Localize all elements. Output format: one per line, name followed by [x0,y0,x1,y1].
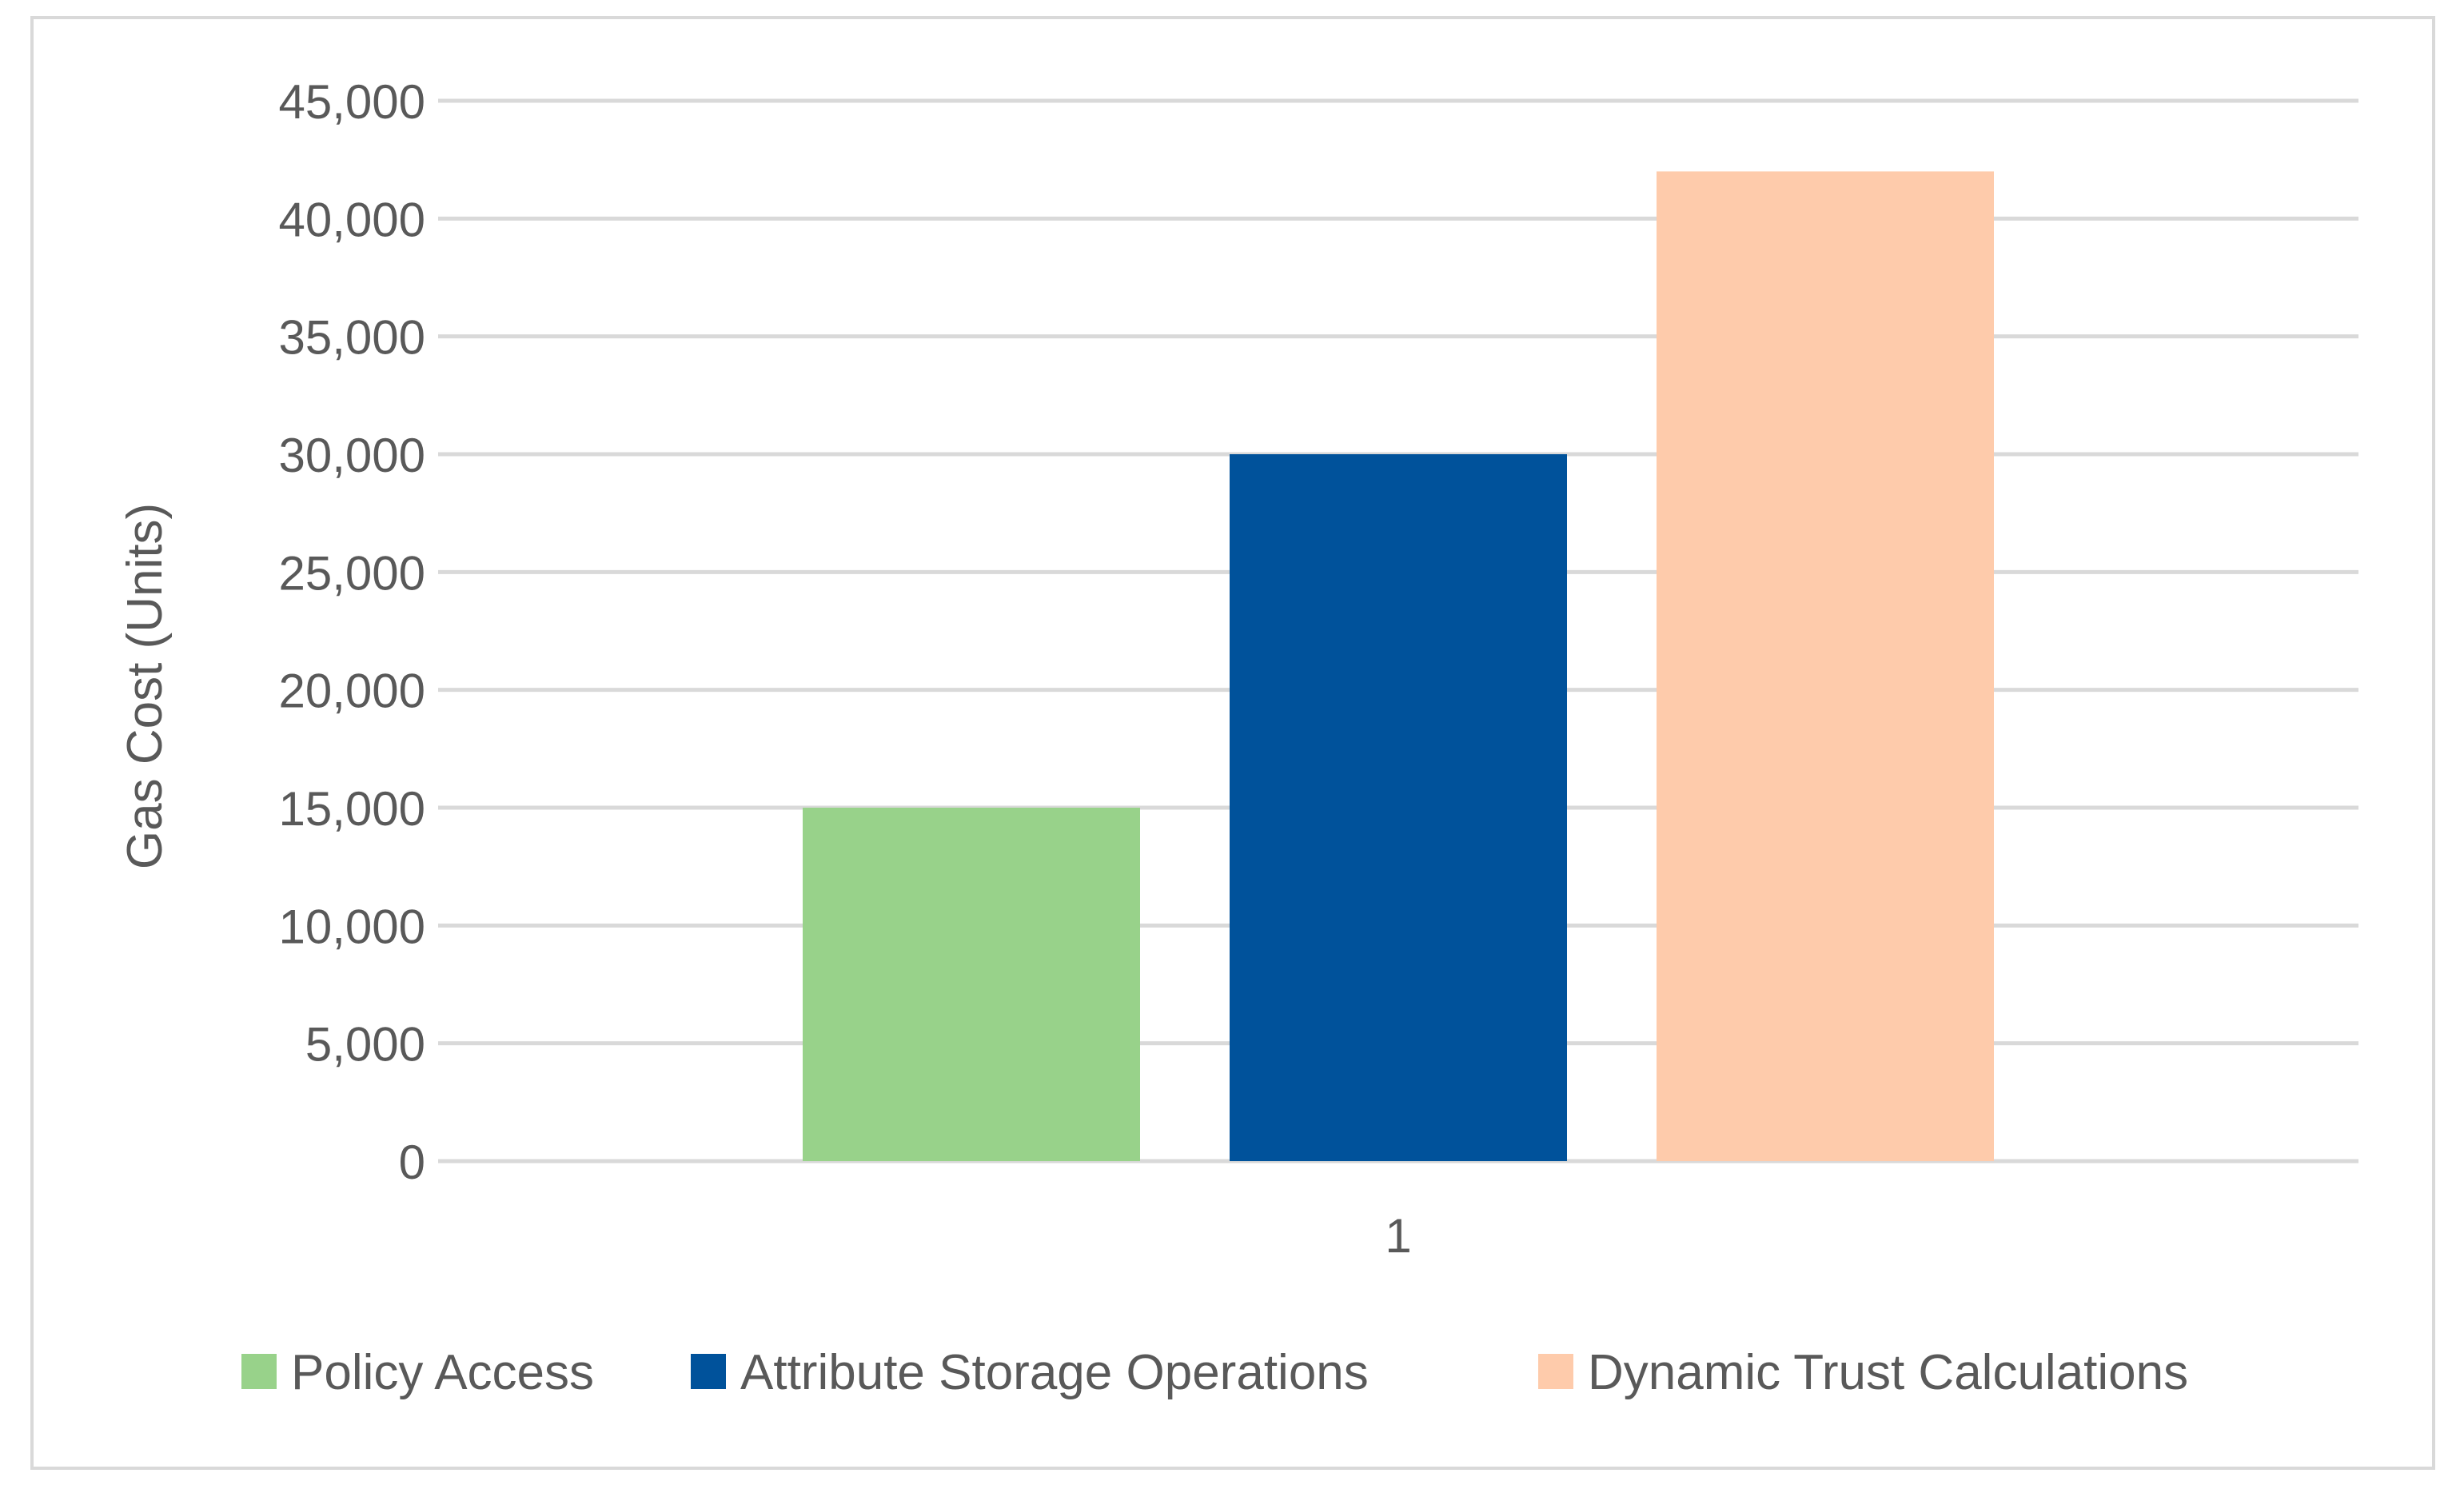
legend-label: Policy Access [291,1345,594,1400]
x-tick-labels: 1 [1385,1209,1411,1263]
y-tick-labels: 0 5,000 10,000 15,000 20,000 25,000 30,000 35,0… [278,75,425,1189]
y-tick-label: 20,000 [278,665,425,718]
y-tick-label: 5,000 [305,1018,425,1072]
x-tick-label: 1 [1385,1209,1411,1263]
legend-label: Attribute Storage Operations [740,1345,1369,1400]
y-tick-label: 40,000 [278,193,425,246]
y-tick-label: 15,000 [278,782,425,836]
bars [803,171,1994,1161]
bar-attribute-storage-operations [1230,454,1567,1161]
gridlines [438,98,2358,1164]
y-tick-label: 30,000 [278,429,425,482]
y-axis-label: Gas Cost (Units) [118,503,173,869]
legend: Policy Access Attribute Storage Operation… [241,1345,2188,1400]
y-tick-label: 45,000 [278,75,425,129]
legend-label: Dynamic Trust Calculations [1588,1345,2188,1400]
legend-swatch [1538,1354,1573,1389]
bar-dynamic-trust-calculations [1657,171,1994,1161]
legend-swatch [691,1354,726,1389]
y-tick-label: 25,000 [278,546,425,600]
y-tick-label: 35,000 [278,311,425,365]
y-tick-label: 0 [399,1136,425,1189]
bar-policy-access [803,808,1140,1161]
legend-swatch [241,1354,277,1389]
y-tick-label: 10,000 [278,900,425,953]
